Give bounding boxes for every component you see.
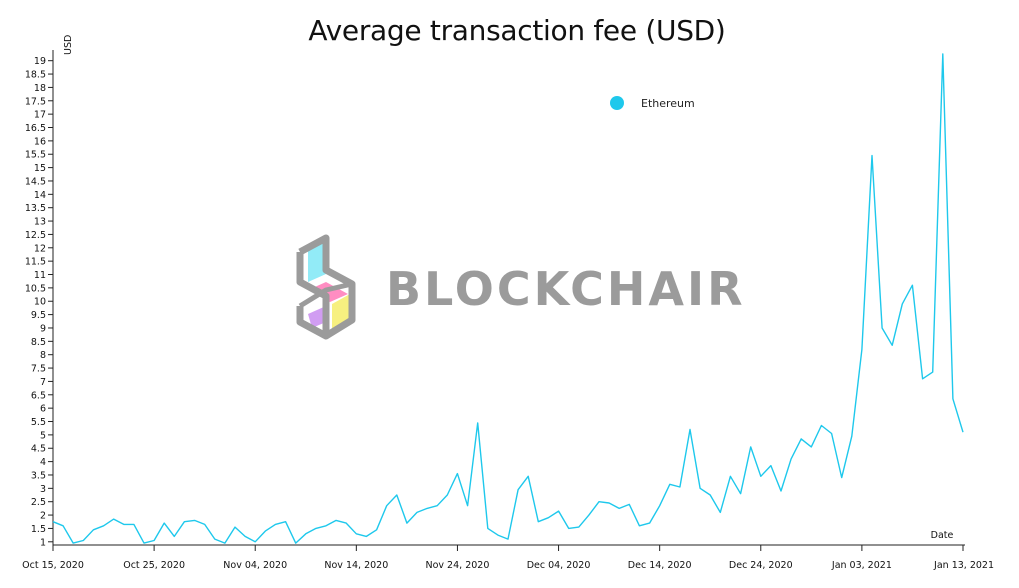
y-tick-label: 12 bbox=[34, 243, 46, 254]
ethereum-series-line bbox=[52, 53, 964, 544]
y-tick-label: 18 bbox=[34, 83, 46, 94]
y-tick-label: 2 bbox=[40, 511, 46, 522]
y-tick-label: 8.5 bbox=[31, 337, 46, 348]
y-tick-label: 14 bbox=[34, 190, 46, 201]
y-tick-label: 16.5 bbox=[25, 123, 46, 134]
y-tick-label: 1.5 bbox=[31, 524, 46, 535]
chart-title: Average transaction fee (USD) bbox=[308, 14, 726, 47]
y-tick-label: 8 bbox=[40, 350, 46, 361]
y-tick-label: 10.5 bbox=[25, 283, 46, 294]
y-tick-label: 6.5 bbox=[31, 390, 46, 401]
y-tick-label: 1 bbox=[40, 537, 46, 548]
y-tick-label: 6 bbox=[40, 404, 46, 415]
blockchair-watermark: BLOCKCHAIR bbox=[296, 234, 746, 340]
x-tick-label: Nov 24, 2020 bbox=[426, 560, 490, 571]
x-tick-label: Oct 25, 2020 bbox=[123, 560, 185, 571]
x-tick-label: Dec 24, 2020 bbox=[729, 560, 793, 571]
y-tick-label: 10 bbox=[34, 297, 46, 308]
y-tick-label: 9.5 bbox=[31, 310, 46, 321]
y-tick-label: 15 bbox=[34, 163, 46, 174]
y-tick-label: 9 bbox=[40, 323, 46, 334]
legend-marker-ethereum bbox=[610, 96, 624, 110]
y-tick-label: 18.5 bbox=[25, 70, 46, 81]
x-tick-label: Nov 14, 2020 bbox=[324, 560, 388, 571]
x-tick-label: Dec 14, 2020 bbox=[628, 560, 692, 571]
y-tick-label: 3 bbox=[40, 484, 46, 495]
y-tick-label: 11 bbox=[34, 270, 46, 281]
x-tick-label: Jan 03, 2021 bbox=[831, 560, 892, 571]
y-tick-label: 14.5 bbox=[25, 176, 46, 187]
x-tick-label: Dec 04, 2020 bbox=[527, 560, 591, 571]
y-tick-label: 11.5 bbox=[25, 257, 46, 268]
y-tick-label: 4.5 bbox=[31, 444, 46, 455]
y-tick-label: 3.5 bbox=[31, 470, 46, 481]
y-tick-label: 5 bbox=[40, 430, 46, 441]
y-tick-label: 19 bbox=[34, 56, 46, 67]
y-tick-label: 13.5 bbox=[25, 203, 46, 214]
blockchair-logo-icon bbox=[296, 234, 356, 340]
x-tick-label: Jan 13, 2021 bbox=[933, 560, 994, 571]
y-tick-label: 15.5 bbox=[25, 150, 46, 161]
y-tick-label: 12.5 bbox=[25, 230, 46, 241]
y-tick-label: 7.5 bbox=[31, 364, 46, 375]
y-tick-label: 4 bbox=[40, 457, 46, 468]
blockchair-wordmark: BLOCKCHAIR bbox=[386, 262, 746, 316]
y-tick-label: 17 bbox=[34, 110, 46, 121]
legend: Ethereum bbox=[610, 96, 695, 110]
legend-label-ethereum: Ethereum bbox=[641, 97, 695, 110]
y-tick-label: 17.5 bbox=[25, 96, 46, 107]
y-tick-label: 7 bbox=[40, 377, 46, 388]
y-tick-label: 5.5 bbox=[31, 417, 46, 428]
y-tick-label: 13 bbox=[34, 217, 46, 228]
y-tick-label: 16 bbox=[34, 136, 46, 147]
x-axis-title: Date bbox=[931, 530, 954, 541]
y-tick-label: 2.5 bbox=[31, 497, 46, 508]
x-tick-label: Oct 15, 2020 bbox=[22, 560, 84, 571]
y-axis-title: USD bbox=[63, 35, 74, 55]
x-tick-label: Nov 04, 2020 bbox=[223, 560, 287, 571]
